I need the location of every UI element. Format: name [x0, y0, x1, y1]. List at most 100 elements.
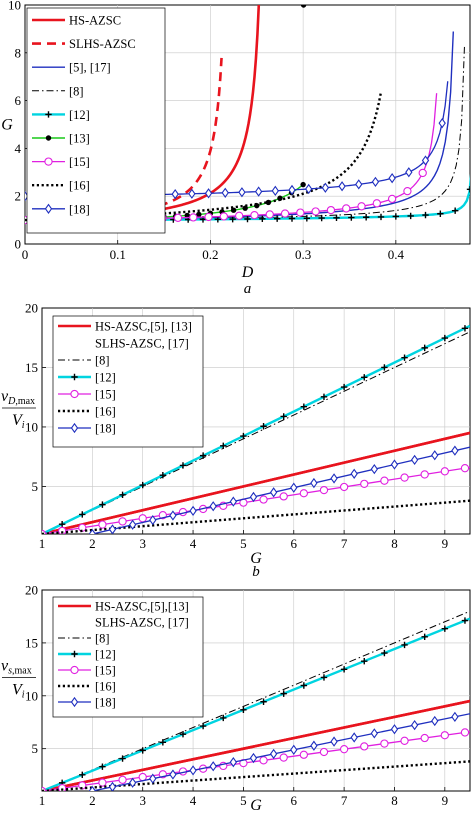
dot-marker [196, 211, 202, 218]
legend-entry: SLHS-AZSC, [17] [95, 337, 189, 351]
diamond-marker [271, 185, 279, 196]
plus-marker [280, 690, 287, 697]
diamond-marker [204, 188, 213, 199]
circle-marker [70, 389, 79, 399]
y-tick-label: 10 [8, 0, 21, 13]
plus-marker [421, 633, 428, 641]
series-line-1 [42, 699, 470, 791]
circle-marker [326, 205, 336, 215]
x-tick-label: 2 [89, 536, 96, 551]
ylabel-den: V [12, 412, 24, 429]
dot-marker [230, 207, 237, 213]
plus-marker [361, 657, 368, 665]
y-axis-label: G [1, 117, 13, 134]
plus-marker [79, 511, 86, 518]
diamond-marker [229, 757, 238, 768]
plus-marker [260, 423, 267, 430]
legend-entry: [16] [69, 179, 90, 193]
legend: HS-AZSC SLHS-AZSC [5], [17] [8] [12] [13] [15]… [26, 7, 166, 234]
diamond-marker [370, 464, 379, 475]
legend-box [52, 315, 204, 448]
diamond-marker [70, 696, 79, 708]
legend-entry: [8] [95, 632, 110, 646]
plus-marker [362, 214, 370, 221]
diamond-marker [370, 728, 379, 739]
legend-entry: SLHS-AZSC, [17] [95, 616, 189, 630]
diamond-marker [321, 182, 330, 193]
legend: HS-AZSC,[5], [13] SLHS-AZSC, [17] [8] [12] [… [52, 315, 204, 448]
plus-marker [407, 212, 414, 220]
y-tick-label: 4 [15, 141, 22, 156]
x-tick-label: 2 [89, 793, 96, 808]
plus-marker [320, 674, 328, 681]
ylabel-den-sub: i [22, 420, 25, 431]
y-tick-label: 6 [15, 93, 22, 108]
y-tick-label: 5 [32, 479, 39, 494]
circle-marker [204, 212, 213, 222]
x-tick-label: 8 [391, 793, 398, 808]
ylabel-tail: ,max [12, 666, 32, 677]
plus-marker [451, 207, 459, 214]
y-tick-label: 20 [25, 301, 38, 316]
circle-marker [259, 756, 268, 765]
plus-marker [240, 432, 247, 440]
plus-marker [119, 755, 126, 762]
circle-marker [357, 202, 366, 211]
plus-marker [179, 462, 187, 469]
plus-marker [401, 354, 408, 361]
legend-entry: [18] [95, 422, 116, 436]
diamond-marker [70, 422, 79, 434]
chart-panel-a: 0 0.1 0.2 0.3 0.4 0 2 4 6 8 10 Da G HS-AZSC SLHS-AZSC [… [1, 0, 471, 297]
plus-marker [348, 214, 355, 221]
diamond-marker [438, 118, 446, 129]
x-axis-label: D [241, 264, 254, 281]
x-tick-label: 4 [190, 536, 197, 551]
diamond-marker [371, 176, 380, 187]
chart-panel-c: 1234567895101520Gcvs,maxViHS-AZSC,[5],[1… [1, 583, 471, 813]
legend-entry: [16] [95, 680, 116, 694]
diamond-marker [269, 748, 278, 760]
circle-marker [400, 473, 409, 482]
x-tick-label: 9 [442, 793, 449, 808]
legend-entry: [12] [95, 371, 116, 385]
x-axis-label: G [250, 797, 262, 813]
diamond-marker [451, 711, 459, 723]
ylabel-main: v [1, 388, 9, 405]
circle-marker [319, 485, 329, 495]
legend-entry: [5], [17] [69, 61, 111, 75]
circle-marker [138, 514, 147, 523]
circle-marker [342, 204, 351, 213]
y-tick-label: 8 [15, 45, 22, 60]
x-tick-label: 0.3 [295, 247, 311, 262]
plus-marker [179, 730, 187, 738]
plus-marker [401, 641, 408, 649]
plus-marker [159, 472, 167, 479]
x-tick-label: 6 [291, 536, 298, 551]
series-line-4 [42, 731, 470, 791]
legend-entry: [15] [95, 388, 116, 402]
plus-marker [422, 211, 429, 219]
circle-marker [372, 199, 381, 208]
x-tick-label: 0.2 [202, 247, 218, 262]
y-axis-label-numerator: vs,max [1, 658, 32, 677]
diamond-marker [431, 715, 439, 727]
circle-marker [380, 476, 389, 485]
x-tick-label: 8 [391, 536, 398, 551]
legend-entry: [16] [95, 405, 116, 419]
circle-marker [360, 742, 369, 751]
circle-marker [440, 467, 449, 476]
diamond-marker [405, 167, 413, 178]
diamond-marker [189, 505, 197, 516]
y-tick-label: 10 [25, 688, 38, 703]
circle-marker [460, 464, 470, 473]
panel-label: a [244, 281, 252, 297]
diamond-marker [288, 184, 296, 196]
circle-marker [360, 479, 369, 488]
circle-marker [118, 517, 127, 526]
circle-marker [319, 747, 329, 757]
legend-entry: [8] [69, 84, 84, 98]
diamond-marker [410, 719, 419, 731]
legend-entry: [13] [69, 132, 90, 146]
diamond-marker [88, 785, 97, 791]
